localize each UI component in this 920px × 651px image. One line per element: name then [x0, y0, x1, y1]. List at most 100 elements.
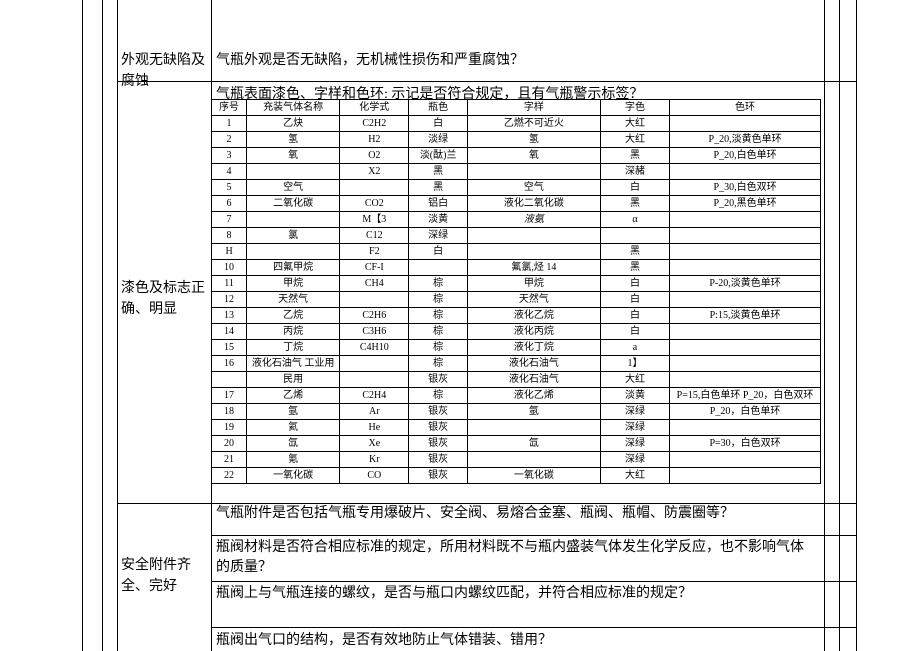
gas-table-cell: 银灰 — [409, 420, 468, 436]
desc-row3-3: 瓶阀上与气瓶连接的螺纹，是否与瓶口内螺纹匹配，并符合相应标准的规定？ — [216, 584, 816, 604]
gas-table-cell: 氪 — [247, 452, 340, 468]
gas-table-cell: 铝白 — [409, 196, 468, 212]
gas-table-cell: 四氟甲烷 — [247, 260, 340, 276]
gas-table-body: 1乙炔C2H2白乙燃不可近火大红2氢H2淡绿氢大红P_20,淡黄色单环3氧O2淡… — [212, 116, 821, 484]
gas-table-cell: 21 — [212, 452, 247, 468]
gas-table-cell: 氟氯,烃 14 — [467, 260, 600, 276]
gas-table-cell: 深赭 — [600, 164, 669, 180]
gas-table-cell: 氩 — [467, 404, 600, 420]
gas-table-row: 13乙烷C2H6棕液化乙烷白P:15,淡黄色单环 — [212, 308, 821, 324]
hline-5 — [211, 627, 824, 628]
gas-table-row: 12天然气棕天然气白 — [212, 292, 821, 308]
gas-table-cell: 7 — [212, 212, 247, 228]
gas-table-row: 民用银灰液化石油气大红 — [212, 372, 821, 388]
th-color: 瓶色 — [409, 100, 468, 116]
gas-table-cell: 18 — [212, 404, 247, 420]
gas-table-cell: 乙烷 — [247, 308, 340, 324]
gas-table-cell: 白 — [600, 276, 669, 292]
gas-table-cell: H2 — [340, 132, 409, 148]
gas-table-cell: 深绿 — [600, 404, 669, 420]
gas-table-cell: 液化石油气 — [467, 356, 600, 372]
hline-3 — [211, 535, 824, 536]
gas-table-cell: 1 — [212, 116, 247, 132]
hline-5b — [824, 627, 856, 628]
gas-table-cell: 大红 — [600, 132, 669, 148]
page: 外观无缺陷及腐蚀 气瓶外观是否无缺陷，无机械性损伤和严重腐蚀？ 漆色及标志正确、… — [0, 0, 920, 651]
gas-table-cell: a — [600, 340, 669, 356]
th-chem: 化学式 — [340, 100, 409, 116]
gas-table-cell: 氦 — [247, 420, 340, 436]
gas-table-row: 10四氟甲烷CF-I 氟氯,烃 14黑 — [212, 260, 821, 276]
gas-table-cell — [247, 164, 340, 180]
gas-table-cell: 天然气 — [247, 292, 340, 308]
gas-table-cell: CF-I — [340, 260, 409, 276]
gas-table-cell: P_30,白色双环 — [670, 180, 821, 196]
gas-table-row: 16液化石油气 工业用棕液化石油气1】 — [212, 356, 821, 372]
gas-table-row: 8氯C12深绿 — [212, 228, 821, 244]
gas-table-cell: 2 — [212, 132, 247, 148]
gas-table-row: 15丁烷C4H10棕液化丁烷a — [212, 340, 821, 356]
gas-table-cell — [340, 372, 409, 388]
gas-table-cell — [340, 292, 409, 308]
gas-table-cell: 大红 — [600, 116, 669, 132]
gas-table-cell: P:15,淡黄色单环 — [670, 308, 821, 324]
gas-table-cell — [600, 228, 669, 244]
gas-table-row: 2氢H2淡绿氢大红P_20,淡黄色单环 — [212, 132, 821, 148]
gas-table-cell: 深绿 — [600, 436, 669, 452]
gas-table-cell — [670, 356, 821, 372]
hline-4 — [211, 581, 824, 582]
gas-table-cell: Ar — [340, 404, 409, 420]
gas-table-row: 4X2黑深赭 — [212, 164, 821, 180]
gas-table-cell: 棕 — [409, 292, 468, 308]
vline-5 — [824, 0, 825, 651]
gas-table-cell: 银灰 — [409, 436, 468, 452]
gas-table-cell: 大红 — [600, 468, 669, 484]
gas-table-cell: 淡绿 — [409, 132, 468, 148]
gas-table-cell: 3 — [212, 148, 247, 164]
gas-table-cell: 10 — [212, 260, 247, 276]
gas-table-cell: 黑 — [600, 260, 669, 276]
vline-7 — [856, 0, 857, 651]
gas-table-cell: 22 — [212, 468, 247, 484]
gas-table-cell — [670, 212, 821, 228]
gas-table-cell — [670, 372, 821, 388]
label-row3: 安全附件齐全、完好 — [121, 555, 207, 597]
gas-table-cell: 淡黄 — [600, 388, 669, 404]
gas-table-cell — [670, 260, 821, 276]
gas-table-cell: 氙 — [247, 436, 340, 452]
th-ring: 色环 — [670, 100, 821, 116]
gas-table-cell — [340, 180, 409, 196]
gas-table-cell: O2 — [340, 148, 409, 164]
gas-table-cell: α — [600, 212, 669, 228]
gas-table-cell: 氢 — [247, 132, 340, 148]
th-name: 充装气体名称 — [247, 100, 340, 116]
gas-table-row: HF2白黑 — [212, 244, 821, 260]
gas-table-cell: 一氧化碳 — [467, 468, 600, 484]
gas-table-cell: 天然气 — [467, 292, 600, 308]
gas-table-cell — [670, 324, 821, 340]
gas-table-cell: 大红 — [600, 372, 669, 388]
gas-table-cell: 棕 — [409, 356, 468, 372]
gas-table-cell: P=30，白色双环 — [670, 436, 821, 452]
gas-table-cell: 氩 — [247, 404, 340, 420]
gas-table-cell: 乙燃不可近火 — [467, 116, 600, 132]
gas-table-row: 14丙烷C3H6棕液化丙烷白 — [212, 324, 821, 340]
gas-table-cell: Kr — [340, 452, 409, 468]
gas-table-cell: P_20,淡黄色单环 — [670, 132, 821, 148]
gas-table-cell: 民用 — [247, 372, 340, 388]
gas-table-cell: 4 — [212, 164, 247, 180]
gas-table-cell — [467, 244, 600, 260]
gas-table-cell: 二氧化碳 — [247, 196, 340, 212]
desc-row3-4: 瓶阀出气口的结构，是否有效地防止气体错装、错用？ — [216, 630, 816, 651]
gas-table: 序号 充装气体名称 化学式 瓶色 字样 字色 色环 1乙炔C2H2白乙燃不可近火… — [211, 99, 821, 484]
gas-table-cell — [467, 228, 600, 244]
gas-table-cell: 白 — [600, 324, 669, 340]
th-seq: 序号 — [212, 100, 247, 116]
gas-table-cell: 银灰 — [409, 468, 468, 484]
gas-table-row: 17乙烯C2H4棕液化乙烯淡黄P=15,白色单环 P_20，白色双环 — [212, 388, 821, 404]
gas-table-cell: 氢 — [467, 132, 600, 148]
gas-table-cell — [670, 228, 821, 244]
gas-table-row: 19氦He银灰深绿 — [212, 420, 821, 436]
gas-table-cell: 11 — [212, 276, 247, 292]
gas-table-cell: 棕 — [409, 388, 468, 404]
